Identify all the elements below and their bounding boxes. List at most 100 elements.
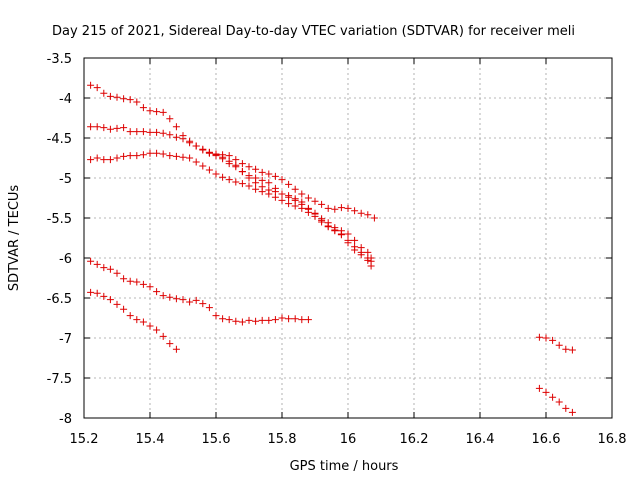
data-point	[133, 278, 141, 286]
y-tick-label: -4	[59, 92, 72, 107]
data-point	[245, 316, 253, 324]
data-point	[172, 295, 180, 303]
data-point	[318, 218, 326, 226]
data-point	[113, 93, 121, 101]
x-tick-label: 15.2	[70, 432, 99, 447]
data-point	[153, 326, 161, 334]
data-point	[146, 149, 154, 157]
data-point	[562, 404, 570, 412]
x-tick-label: 16	[340, 432, 357, 447]
data-point	[87, 81, 95, 89]
y-tick-label: -7.5	[47, 372, 72, 387]
data-point	[219, 173, 227, 181]
data-point	[304, 208, 312, 216]
x-tick-label: 16.6	[532, 432, 561, 447]
data-points	[87, 81, 576, 416]
data-point	[133, 98, 141, 106]
data-point	[166, 131, 174, 139]
series-track6	[87, 288, 180, 353]
data-point	[212, 170, 220, 178]
data-point	[291, 195, 299, 203]
series-track2	[87, 123, 375, 262]
data-point	[120, 95, 128, 103]
data-point	[278, 176, 286, 184]
data-point	[146, 107, 154, 115]
data-point	[113, 154, 121, 162]
data-point	[304, 316, 312, 324]
data-point	[225, 152, 233, 160]
data-point	[179, 153, 187, 161]
data-point	[291, 202, 299, 210]
data-point	[351, 207, 359, 215]
data-point	[146, 128, 154, 136]
data-point	[555, 398, 563, 406]
data-point	[205, 166, 213, 174]
data-point	[199, 300, 207, 308]
data-point	[258, 188, 266, 196]
data-point	[179, 135, 187, 143]
data-point	[232, 163, 240, 171]
x-tick-label: 16.2	[400, 432, 429, 447]
data-point	[562, 345, 570, 353]
data-point	[285, 200, 293, 208]
data-point	[192, 296, 200, 304]
data-point	[278, 190, 286, 198]
data-point	[100, 124, 108, 132]
data-point	[337, 231, 345, 239]
data-point	[133, 152, 141, 160]
data-point	[549, 393, 557, 401]
data-point	[568, 408, 576, 416]
series-track4	[205, 148, 378, 222]
data-point	[100, 292, 108, 300]
data-point	[331, 205, 339, 213]
data-point	[93, 123, 101, 131]
data-point	[265, 190, 273, 198]
data-point	[337, 204, 345, 212]
y-tick-label: -5	[59, 172, 72, 187]
data-point	[278, 314, 286, 322]
data-point	[100, 156, 108, 164]
data-point	[120, 275, 128, 283]
data-point	[370, 214, 378, 222]
data-point	[298, 198, 306, 206]
data-point	[106, 92, 114, 100]
data-point	[232, 156, 240, 164]
data-point	[172, 345, 180, 353]
data-point	[186, 139, 194, 147]
data-point	[232, 178, 240, 186]
data-point	[285, 192, 293, 200]
data-point	[351, 236, 359, 244]
data-point	[331, 227, 339, 235]
data-point	[139, 104, 147, 112]
plot-frame	[83, 57, 613, 419]
data-point	[271, 193, 279, 201]
data-point	[238, 318, 246, 326]
data-point	[364, 211, 372, 219]
data-point	[159, 150, 167, 158]
data-point	[232, 317, 240, 325]
data-point	[126, 128, 134, 136]
data-point	[93, 154, 101, 162]
data-point	[298, 190, 306, 198]
data-point	[113, 269, 121, 277]
y-tick-label: -4.5	[47, 132, 72, 147]
data-point	[120, 305, 128, 313]
data-point	[87, 288, 95, 296]
y-tick-label: -5.5	[47, 212, 72, 227]
data-point	[153, 128, 161, 136]
data-point	[133, 128, 141, 136]
data-point	[199, 162, 207, 170]
data-point	[252, 165, 260, 173]
data-point	[87, 123, 95, 131]
data-point	[245, 182, 253, 190]
data-point	[225, 176, 233, 184]
x-tick-label: 15.6	[202, 432, 231, 447]
data-point	[252, 185, 260, 193]
data-point	[106, 156, 114, 164]
data-point	[245, 174, 253, 182]
data-point	[139, 151, 147, 159]
data-point	[139, 280, 147, 288]
data-point	[166, 152, 174, 160]
data-point	[291, 185, 299, 193]
data-point	[225, 160, 233, 168]
